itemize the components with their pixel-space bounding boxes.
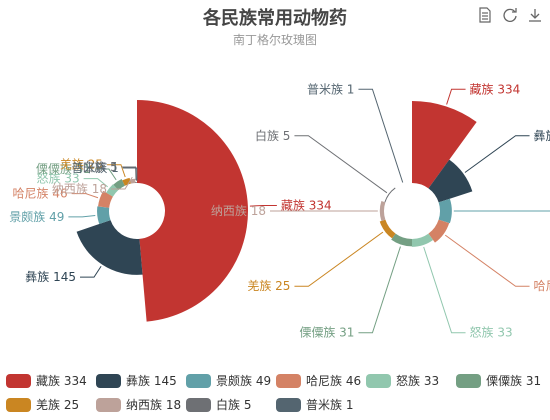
legend-swatch (456, 373, 481, 388)
legend-item[interactable]: 普米族 1 (276, 396, 353, 413)
label-line-0-0 (249, 205, 277, 207)
rose-sector-0-1[interactable] (76, 220, 143, 275)
rose-sector-1-6[interactable] (379, 219, 396, 239)
slice-label-0-8: 白族 5 (82, 159, 117, 174)
label-line-0-1 (80, 265, 102, 278)
legend-item[interactable]: 傈僳族 31 (456, 372, 541, 389)
legend-swatch (186, 397, 211, 412)
legend-item[interactable]: 怒族 33 (366, 372, 439, 389)
restore-icon[interactable] (502, 7, 518, 23)
rose-sector-0-2[interactable] (97, 206, 111, 225)
legend-swatch (96, 397, 121, 412)
legend-label: 彝族 145 (126, 374, 177, 388)
slice-label-0-3: 哈尼族 46 (13, 187, 68, 201)
legend-label: 羌族 25 (36, 398, 80, 412)
slice-label-1-9: 普米族 1 (307, 82, 354, 96)
legend-item[interactable]: 彝族 145 (96, 372, 177, 389)
rose-sector-1-1[interactable] (428, 159, 473, 203)
legend-swatch (186, 373, 211, 388)
legend-swatch (96, 373, 121, 388)
label-line-1-4 (423, 246, 466, 334)
rose-sector-1-4[interactable] (412, 233, 434, 247)
rose-sector-1-2[interactable] (438, 198, 452, 224)
rose-sector-1-9[interactable] (395, 183, 412, 189)
rose-sector-0-5[interactable] (113, 179, 125, 191)
rose-sector-0-3[interactable] (98, 190, 113, 208)
slice-label-0-7: 纳西族 18 (52, 182, 107, 196)
legend-item[interactable]: 纳西族 18 (96, 396, 181, 413)
slice-label-1-1: 彝族 145 (534, 128, 550, 143)
label-line-0-7 (111, 176, 133, 190)
slice-label-1-5: 傈僳族 31 (299, 326, 354, 340)
label-line-0-6 (106, 164, 126, 178)
legend-item[interactable]: 景颇族 49 (186, 372, 271, 389)
slice-label-1-7: 纳西族 18 (211, 204, 266, 218)
slice-label-0-1: 彝族 145 (25, 269, 76, 284)
label-line-1-3 (444, 234, 530, 287)
save-image-icon[interactable] (527, 7, 543, 23)
slice-label-1-0: 藏族 334 (470, 82, 521, 96)
legend-swatch (6, 397, 31, 412)
slice-label-0-5: 傈僳族 31 (36, 162, 91, 176)
legend-swatch (276, 397, 301, 412)
label-line-1-6 (294, 231, 384, 287)
label-line-0-5 (94, 168, 117, 181)
label-line-0-4 (83, 178, 108, 188)
legend-label: 哈尼族 46 (306, 374, 362, 388)
legend-swatch (366, 373, 391, 388)
rose-sector-0-7[interactable] (129, 178, 136, 184)
legend-label: 傈僳族 31 (486, 374, 542, 388)
slice-label-0-9: 普米族 1 (71, 161, 118, 175)
chart-title: 各民族常用动物药 (203, 8, 347, 29)
label-line-1-0 (446, 88, 466, 105)
rose-sector-1-0[interactable] (412, 101, 477, 189)
rose-sector-0-8[interactable] (135, 182, 137, 184)
rose-sector-0-0[interactable] (137, 100, 249, 322)
label-line-0-3 (71, 193, 99, 199)
legend-item[interactable]: 藏族 334 (6, 372, 87, 389)
slice-label-0-0: 藏族 334 (281, 199, 332, 213)
chart-subtitle: 南丁格尔玫瑰图 (232, 33, 317, 47)
rose-sector-1-7[interactable] (379, 201, 386, 221)
legend-label: 普米族 1 (306, 398, 354, 412)
slice-label-1-4: 怒族 33 (470, 325, 513, 340)
legend-swatch (276, 373, 301, 388)
legend-item[interactable]: 羌族 25 (6, 396, 79, 413)
label-line-1-5 (358, 246, 401, 334)
label-line-1-9 (358, 88, 404, 183)
legend-item[interactable]: 哈尼族 46 (276, 372, 361, 389)
legend-label: 藏族 334 (36, 374, 87, 388)
legend-label: 纳西族 18 (126, 398, 182, 412)
label-line-1-1 (464, 135, 530, 173)
slice-label-1-6: 羌族 25 (247, 279, 290, 293)
rose-sector-1-5[interactable] (391, 233, 412, 247)
legend-item[interactable]: 白族 5 (186, 396, 251, 413)
label-line-0-2 (68, 215, 96, 218)
slice-label-0-6: 羌族 25 (60, 158, 103, 172)
slice-label-1-3: 哈尼族 46 (534, 279, 550, 293)
label-line-1-8 (294, 135, 388, 194)
slice-label-1-8: 白族 5 (255, 128, 290, 143)
rose-sector-0-4[interactable] (106, 184, 119, 197)
label-line-0-9 (122, 167, 138, 182)
rose-sector-1-3[interactable] (428, 219, 450, 243)
legend-label: 白族 5 (216, 398, 252, 412)
rose-sector-1-8[interactable] (384, 187, 396, 203)
legend-swatch (6, 373, 31, 388)
slice-label-0-2: 景颇族 49 (9, 209, 64, 224)
data-view-icon[interactable] (477, 7, 493, 23)
slice-label-0-4: 怒族 33 (37, 171, 80, 186)
legend-label: 景颇族 49 (216, 374, 272, 388)
legend-label: 怒族 33 (396, 374, 440, 388)
label-line-0-8 (121, 166, 137, 181)
